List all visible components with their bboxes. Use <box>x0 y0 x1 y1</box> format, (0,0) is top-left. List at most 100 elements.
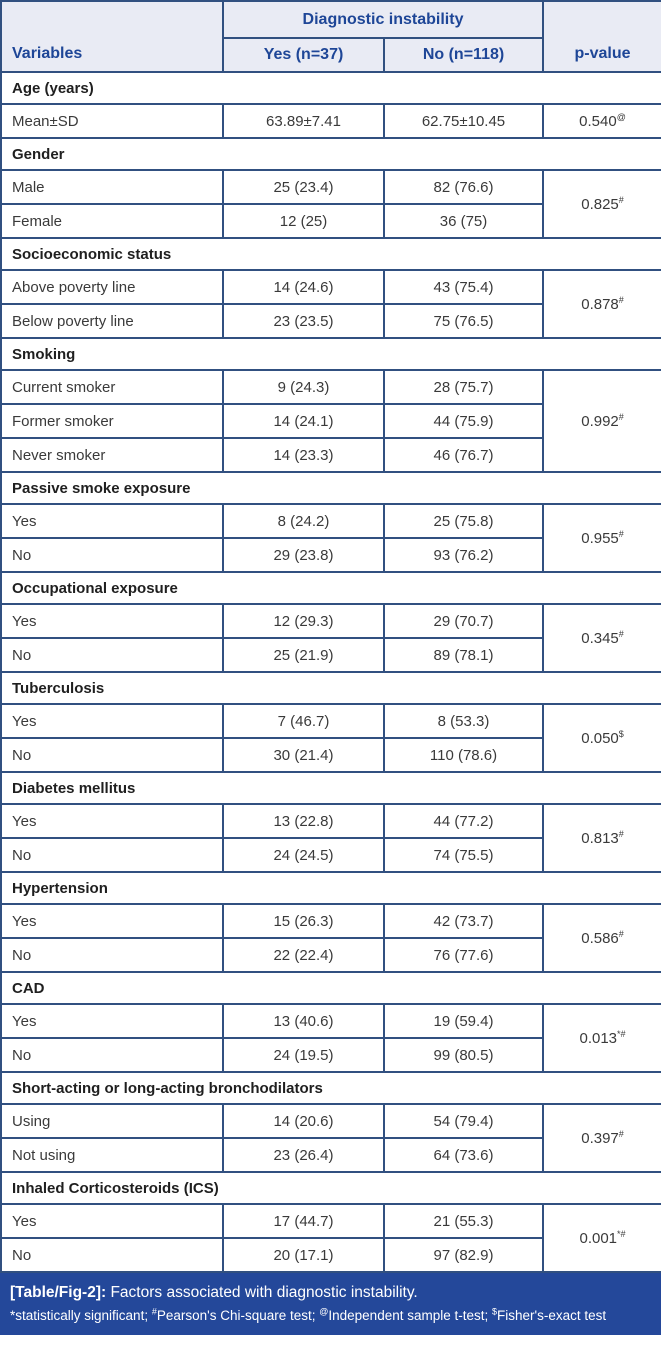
no-value: 99 (80.5) <box>382 1037 545 1073</box>
no-value: 36 (75) <box>382 203 545 239</box>
yes-value: 15 (26.3) <box>222 903 385 939</box>
yes-value: 20 (17.1) <box>222 1237 385 1273</box>
table-row: No 22 (22.4) 76 (77.6) <box>0 937 661 973</box>
yes-value: 14 (20.6) <box>222 1103 385 1139</box>
group-header: Diagnostic instability <box>221 0 545 39</box>
p-value: 0.001 <box>579 1229 618 1247</box>
p-value: 0.540 <box>579 112 617 130</box>
no-value: 44 (77.2) <box>382 803 545 839</box>
footnote-text: Fisher's-exact test <box>497 1308 607 1323</box>
table-header: Variables Diagnostic instability p-value… <box>0 0 661 73</box>
row-label: Former smoker <box>0 403 224 439</box>
p-value-superscript: $ <box>618 728 624 739</box>
footnote-symbol: * <box>10 1308 16 1323</box>
figure-label: [Table/Fig-2]: <box>10 1284 107 1301</box>
footnote-text: statistically significant; <box>15 1308 152 1323</box>
p-value-superscript: # <box>618 528 624 539</box>
variables-header: Variables <box>0 0 224 73</box>
p-value-cell: 0.345# <box>542 603 661 673</box>
p-value-cell: 0.001*# <box>542 1203 661 1273</box>
no-value: 62.75±10.45 <box>382 103 545 139</box>
yes-value: 30 (21.4) <box>222 737 385 773</box>
no-value: 21 (55.3) <box>382 1203 545 1239</box>
section-row: Smoking <box>0 337 661 371</box>
p-value: 0.050 <box>581 729 619 747</box>
no-value: 54 (79.4) <box>382 1103 545 1139</box>
footnote-text: Independent sample t-test; <box>328 1308 492 1323</box>
yes-value: 63.89±7.41 <box>222 103 385 139</box>
no-column-header: No (n=118) <box>382 37 545 73</box>
section-title: Short-acting or long-acting bronchodilat… <box>0 1071 661 1105</box>
row-label: Yes <box>0 503 224 539</box>
section-title: Tuberculosis <box>0 671 661 705</box>
row-label: Yes <box>0 803 224 839</box>
section-row: Short-acting or long-acting bronchodilat… <box>0 1071 661 1105</box>
yes-value: 23 (23.5) <box>222 303 385 339</box>
section-title: CAD <box>0 971 661 1005</box>
no-value: 89 (78.1) <box>382 637 545 673</box>
p-value: 0.397 <box>581 1129 619 1147</box>
table-row: Male 25 (23.4) 82 (76.6) 0.825# <box>0 169 661 239</box>
no-value: 29 (70.7) <box>382 603 545 639</box>
row-label: No <box>0 637 224 673</box>
section-title: Passive smoke exposure <box>0 471 661 505</box>
yes-value: 7 (46.7) <box>222 703 385 739</box>
table-row: Female 12 (25) 36 (75) <box>0 203 661 239</box>
row-label: Yes <box>0 603 224 639</box>
table-row: Not using 23 (26.4) 64 (73.6) <box>0 1137 661 1173</box>
p-value-superscript: # <box>618 194 624 205</box>
yes-value: 17 (44.7) <box>222 1203 385 1239</box>
caption-text: Factors associated with diagnostic insta… <box>110 1284 418 1301</box>
section-row: Age (years) <box>0 71 661 105</box>
p-value-header: p-value <box>542 0 661 73</box>
yes-value: 25 (21.9) <box>222 637 385 673</box>
section-title: Socioeconomic status <box>0 237 661 271</box>
section-row: Diabetes mellitus <box>0 771 661 805</box>
table-row: Yes 12 (29.3) 29 (70.7) 0.345# <box>0 603 661 673</box>
section-row: Socioeconomic status <box>0 237 661 271</box>
yes-value: 9 (24.3) <box>222 369 385 405</box>
table-row: No 29 (23.8) 93 (76.2) <box>0 537 661 573</box>
section-title: Smoking <box>0 337 661 371</box>
table-row: No 24 (19.5) 99 (80.5) <box>0 1037 661 1073</box>
p-value: 0.013 <box>579 1029 618 1047</box>
no-value: 82 (76.6) <box>382 169 545 205</box>
p-value: 0.878 <box>581 295 619 313</box>
no-value: 46 (76.7) <box>382 437 545 473</box>
section-row: Occupational exposure <box>0 571 661 605</box>
yes-value: 12 (29.3) <box>222 603 385 639</box>
table-row: Current smoker 9 (24.3) 28 (75.7) 0.992# <box>0 369 661 473</box>
p-value: 0.955 <box>581 529 619 547</box>
row-label: Yes <box>0 703 224 739</box>
p-value-cell: 0.397# <box>542 1103 661 1173</box>
row-label: No <box>0 737 224 773</box>
table-row: No 20 (17.1) 97 (82.9) <box>0 1237 661 1273</box>
yes-value: 14 (24.1) <box>222 403 385 439</box>
yes-value: 13 (22.8) <box>222 803 385 839</box>
p-value-superscript: # <box>618 828 624 839</box>
section-title: Gender <box>0 137 661 171</box>
row-label: Yes <box>0 1003 224 1039</box>
yes-value: 8 (24.2) <box>222 503 385 539</box>
no-value: 64 (73.6) <box>382 1137 545 1173</box>
p-value-superscript: # <box>618 628 624 639</box>
row-label: Using <box>0 1103 224 1139</box>
section-title: Diabetes mellitus <box>0 771 661 805</box>
p-value-superscript: @ <box>616 111 626 122</box>
row-label: Below poverty line <box>0 303 224 339</box>
table-row: Yes 7 (46.7) 8 (53.3) 0.050$ <box>0 703 661 773</box>
p-value-cell: 0.050$ <box>542 703 661 773</box>
yes-value: 14 (24.6) <box>222 269 385 305</box>
yes-column-header: Yes (n=37) <box>222 37 385 73</box>
row-label: Mean±SD <box>0 103 224 139</box>
row-label: Yes <box>0 1203 224 1239</box>
row-label: Above poverty line <box>0 269 224 305</box>
p-value-superscript: *# <box>617 1228 626 1239</box>
yes-value: 13 (40.6) <box>222 1003 385 1039</box>
factors-table: Variables Diagnostic instability p-value… <box>0 0 661 1273</box>
p-value-cell: 0.013*# <box>542 1003 661 1073</box>
p-value: 0.813 <box>581 829 619 847</box>
yes-value: 14 (23.3) <box>222 437 385 473</box>
section-row: CAD <box>0 971 661 1005</box>
